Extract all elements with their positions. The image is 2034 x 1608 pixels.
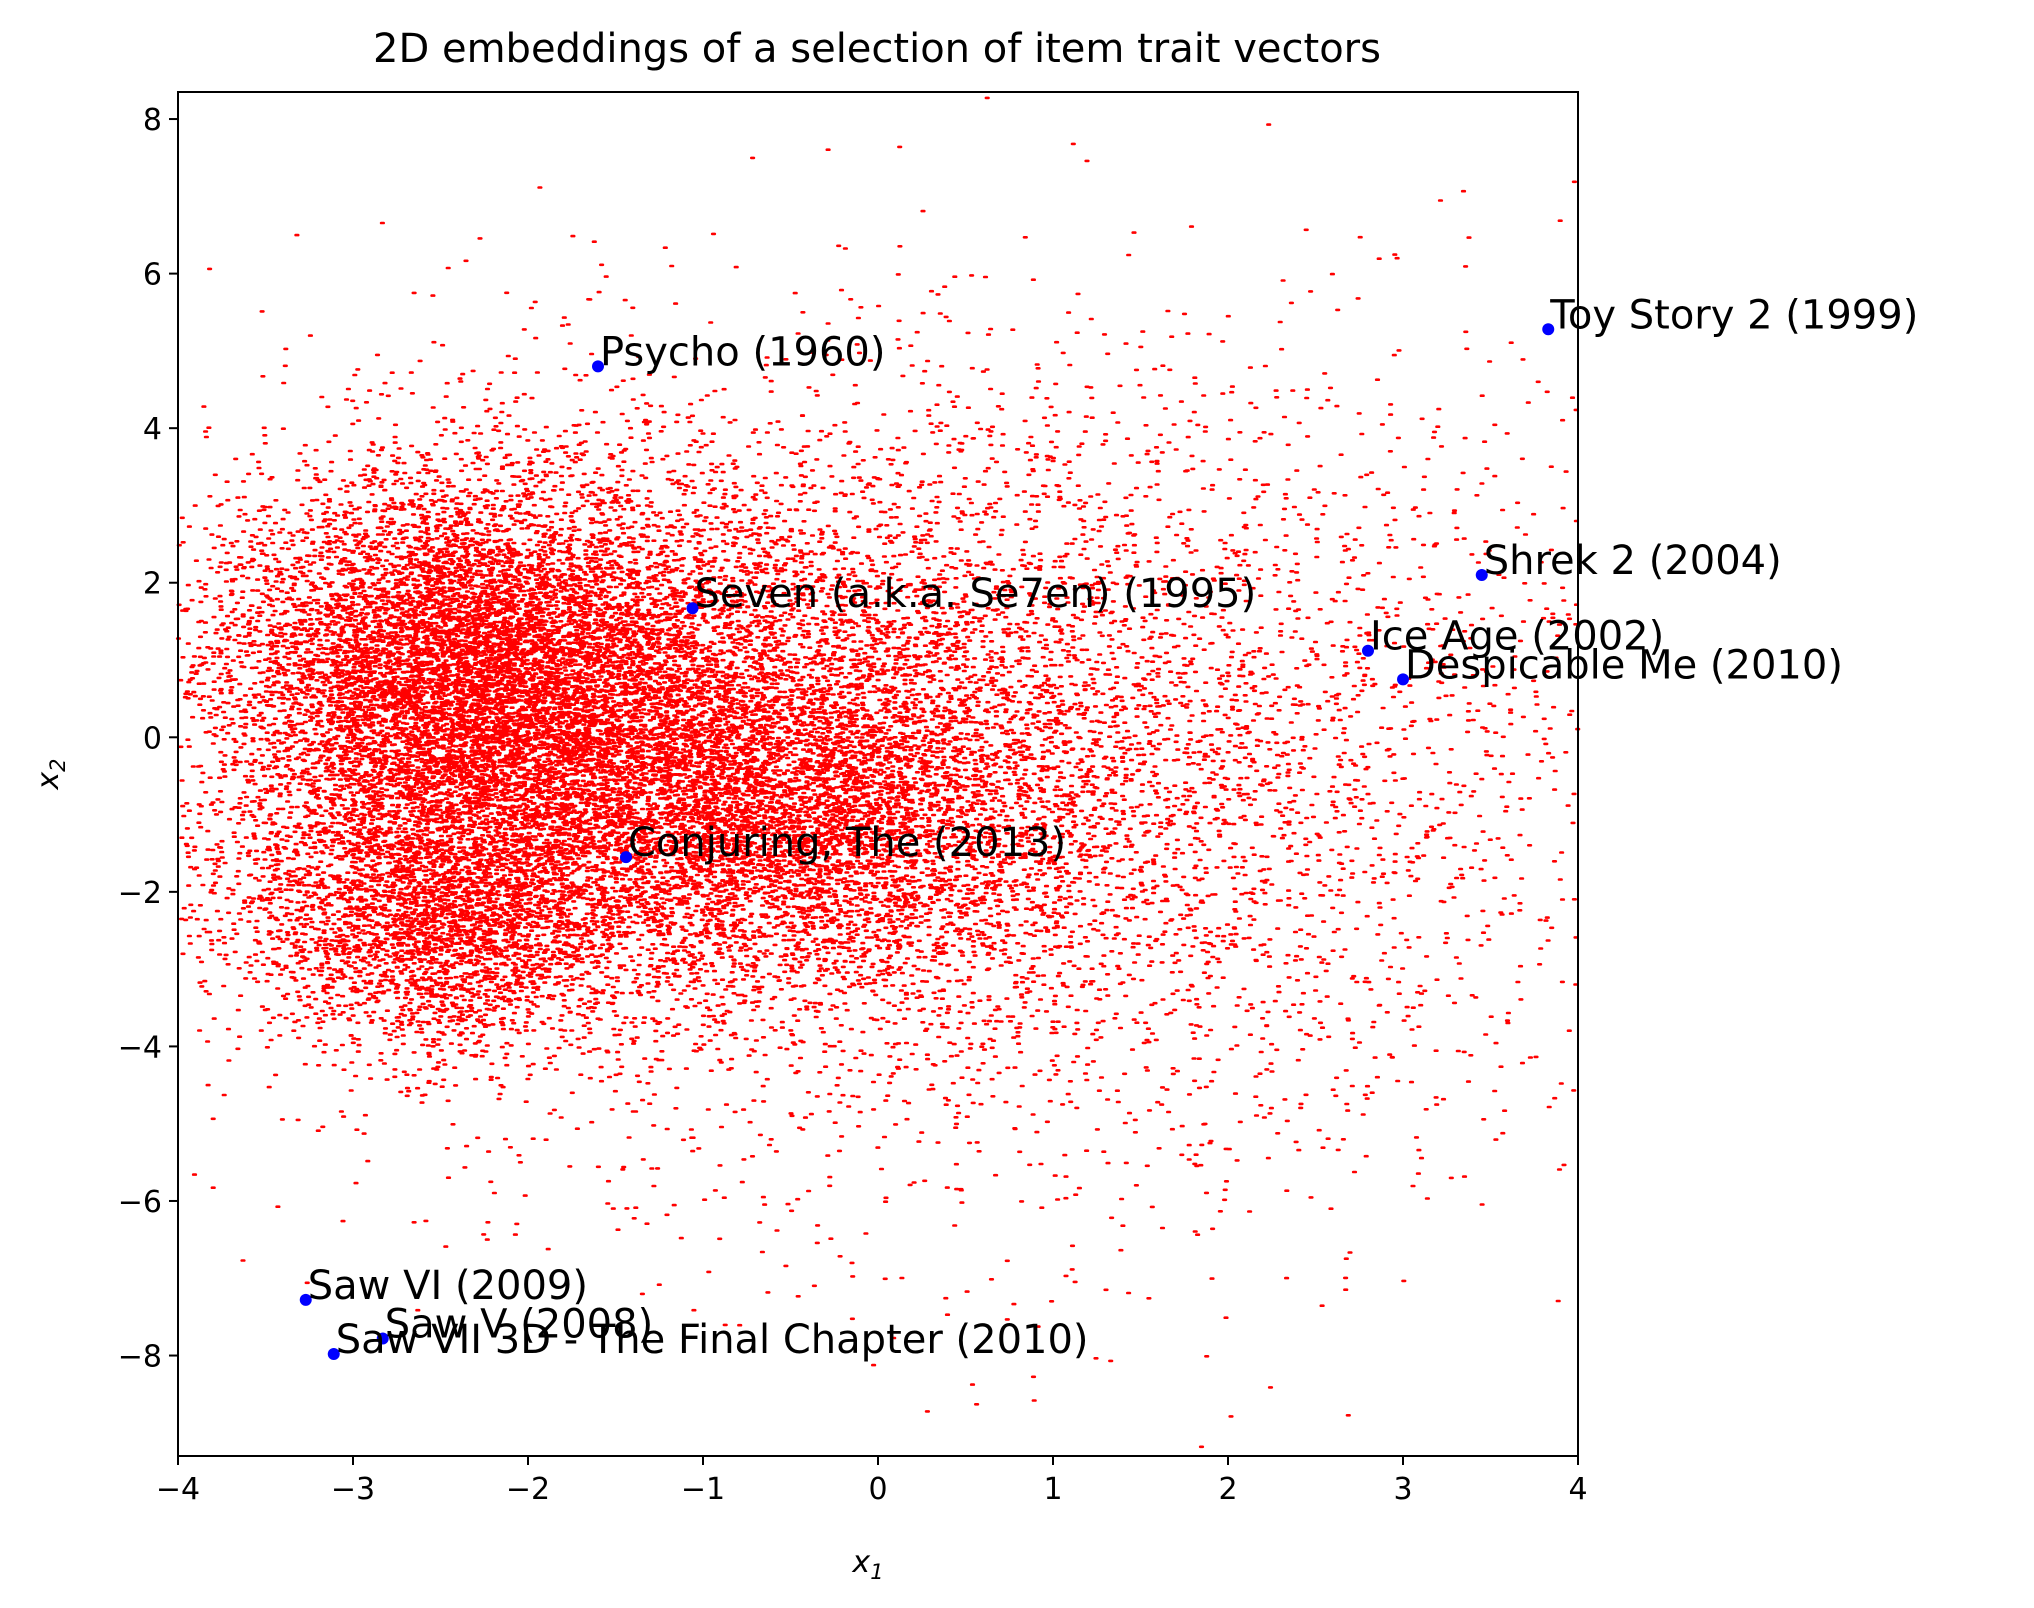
x-tick-label: 4 [1568, 1472, 1587, 1507]
y-tick-label: 8 [143, 103, 162, 138]
point-label: Ice Age (2002) [1370, 614, 1664, 660]
y-tick-label: −8 [118, 1340, 162, 1375]
highlighted-points: Toy Story 2 (1999) Psycho (1960) Shrek 2 (… [299, 292, 1918, 1363]
y-tick-label: −4 [118, 1030, 162, 1065]
axis-ticks: −4 −3 −2 −1 0 1 2 3 4 −8 −6 −4 −2 0 2 4 6 8 [118, 103, 1588, 1507]
y-tick-label: 0 [143, 721, 162, 756]
highlighted-point [1475, 569, 1488, 582]
x-tick-label: −4 [156, 1472, 200, 1507]
point-label: Saw VII 3D - The Final Chapter (2010) [336, 1317, 1089, 1363]
point-label: Saw V (2008) [385, 1302, 653, 1348]
y-tick-label: 4 [143, 412, 162, 447]
highlighted-point [1397, 673, 1409, 686]
highlighted-point [1362, 644, 1374, 657]
x-axis-title: x1 [851, 1545, 883, 1584]
highlighted-point [327, 1347, 340, 1360]
chart-title: 2D embeddings of a selection of item tra… [373, 26, 1381, 72]
highlighted-point [620, 851, 632, 864]
highlighted-point [299, 1293, 312, 1306]
highlighted-point [592, 360, 604, 373]
point-label: Psycho (1960) [600, 329, 885, 375]
point-label: Shrek 2 (2004) [1484, 538, 1782, 584]
x-tick-label: 2 [1218, 1472, 1237, 1507]
point-label: Despicable Me (2010) [1405, 642, 1843, 688]
background-point-cloud [175, 96, 1581, 1449]
x-tick-label: −1 [681, 1472, 725, 1507]
x-tick-label: −2 [506, 1472, 550, 1507]
plot-frame [177, 91, 1579, 1457]
background-points [175, 96, 1581, 1449]
y-tick-label: 2 [143, 567, 162, 602]
highlighted-point [376, 1332, 389, 1345]
point-label: Saw VI (2009) [308, 1263, 588, 1309]
point-label: Conjuring, The (2013) [628, 820, 1066, 866]
y-axis-title: x2 [31, 758, 70, 790]
y-tick-label: 6 [143, 258, 162, 293]
highlighted-point [1542, 323, 1555, 336]
point-label: Seven (a.k.a. Se7en) (1995) [695, 571, 1257, 617]
x-tick-label: −3 [331, 1472, 375, 1507]
x-tick-label: 1 [1043, 1472, 1062, 1507]
highlighted-point [686, 602, 699, 615]
x-tick-label: 0 [868, 1472, 887, 1507]
x-tick-label: 3 [1393, 1472, 1412, 1507]
point-label: Toy Story 2 (1999) [1549, 292, 1918, 338]
y-tick-label: −2 [118, 876, 162, 911]
y-tick-label: −6 [118, 1185, 162, 1220]
